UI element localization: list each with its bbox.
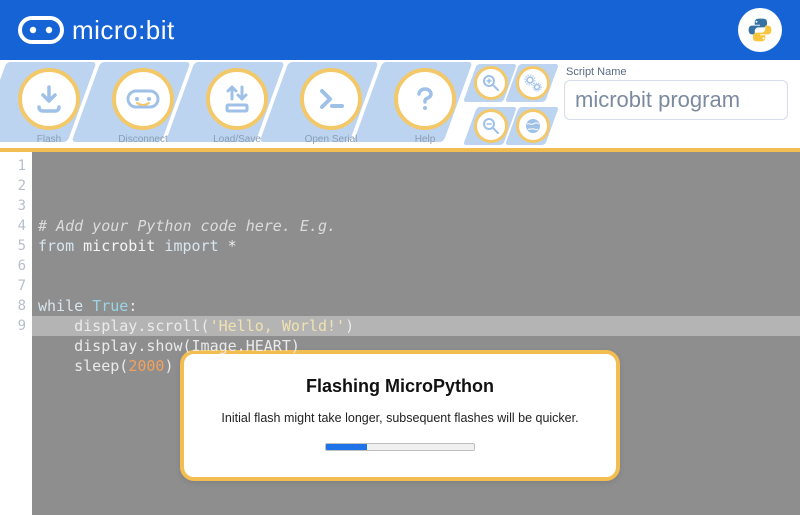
toolbar-main-group: Flash Disconnect Load/Sav [0, 60, 470, 148]
header-bar: micro:bit [0, 0, 800, 60]
disconnect-label: Disconnect [118, 134, 167, 145]
progress-fill [326, 444, 367, 450]
help-button[interactable]: Help [380, 64, 470, 148]
help-icon [407, 81, 443, 117]
flash-label: Flash [37, 134, 61, 145]
progress-bar [325, 443, 475, 451]
load-save-icon [219, 81, 255, 117]
language-button[interactable] [516, 109, 554, 147]
toolbar-mini-group [470, 60, 556, 148]
line-number-gutter: 123456789 [0, 152, 32, 515]
gear-icon [523, 73, 543, 93]
loadsave-label: Load/Save [213, 134, 261, 145]
help-label: Help [415, 134, 436, 145]
script-name-box: Script Name [556, 60, 794, 148]
modal-message: Initial flash might take longer, subsequ… [206, 411, 594, 425]
globe-icon [523, 116, 543, 136]
logo[interactable]: micro:bit [18, 15, 175, 46]
microbit-face-icon [18, 16, 64, 44]
toolbar: Flash Disconnect Load/Sav [0, 60, 800, 152]
script-name-label: Script Name [566, 66, 788, 78]
logo-text: micro:bit [72, 15, 175, 46]
terminal-icon [313, 81, 349, 117]
zoom-in-icon [481, 73, 501, 93]
python-badge[interactable] [738, 8, 782, 52]
openserial-label: Open Serial [305, 134, 358, 145]
download-icon [31, 81, 67, 117]
python-icon [746, 16, 774, 44]
zoom-out-icon [481, 116, 501, 136]
script-name-input[interactable] [564, 80, 788, 120]
code-lines: # Add your Python code here. E.g.from mi… [38, 216, 800, 396]
settings-button[interactable] [516, 66, 554, 104]
microbit-face-icon [123, 81, 163, 117]
